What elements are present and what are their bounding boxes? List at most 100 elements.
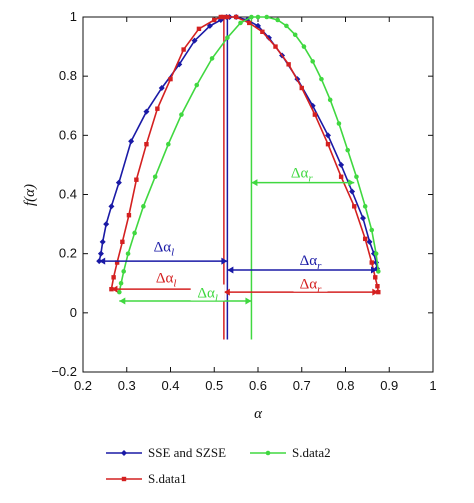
width-annotation: Δαl bbox=[119, 284, 252, 305]
data-point bbox=[352, 204, 357, 209]
data-point bbox=[121, 269, 126, 274]
data-point bbox=[260, 29, 265, 34]
annotation-label: Δαr bbox=[291, 166, 314, 185]
data-point bbox=[338, 174, 344, 179]
x-tick-label: 0.2 bbox=[74, 378, 92, 393]
plot-frame bbox=[82, 16, 434, 373]
series-line bbox=[110, 16, 380, 293]
y-axis-title: f(α) bbox=[22, 184, 38, 206]
x-tick-label: 0.5 bbox=[205, 378, 223, 393]
x-tick-label: 1 bbox=[429, 378, 436, 393]
annotation-label-bg bbox=[284, 164, 319, 181]
data-point bbox=[118, 280, 124, 286]
data-point bbox=[310, 59, 315, 64]
data-point bbox=[115, 179, 122, 186]
data-point bbox=[158, 85, 165, 91]
data-point bbox=[362, 204, 368, 209]
y-tick-label: 0.8 bbox=[59, 68, 77, 83]
data-point bbox=[275, 17, 280, 23]
data-point bbox=[366, 238, 373, 245]
arrow-head bbox=[221, 257, 228, 265]
series-sse-and-szse bbox=[96, 14, 380, 272]
data-point bbox=[99, 238, 106, 245]
data-point bbox=[143, 108, 150, 115]
data-point bbox=[194, 82, 200, 88]
y-tick-label: 1 bbox=[70, 9, 77, 24]
legend-label: S.data2 bbox=[292, 445, 331, 460]
data-point bbox=[166, 141, 171, 147]
annotation-label-bg bbox=[190, 284, 225, 301]
data-point bbox=[327, 97, 333, 103]
legend-label: S.data1 bbox=[148, 471, 187, 486]
data-point bbox=[265, 450, 271, 456]
arrow-head bbox=[251, 179, 258, 187]
annotation-label-bg bbox=[293, 275, 328, 292]
annotation-subscript: l bbox=[215, 293, 218, 305]
data-point bbox=[233, 14, 239, 20]
annotation-label: Δαl bbox=[197, 286, 218, 305]
series-layer bbox=[96, 14, 381, 295]
data-point bbox=[325, 132, 331, 139]
y-tick-label: 0.2 bbox=[59, 246, 77, 261]
data-point bbox=[360, 215, 366, 222]
y-tick-label: −0.2 bbox=[51, 364, 77, 379]
data-point bbox=[225, 35, 230, 41]
data-point bbox=[212, 17, 217, 23]
data-point bbox=[134, 177, 139, 182]
annotation-symbol: Δα bbox=[300, 253, 318, 269]
data-point bbox=[286, 62, 291, 67]
data-point bbox=[125, 251, 131, 256]
data-point bbox=[249, 14, 254, 20]
data-point bbox=[103, 221, 110, 228]
data-point bbox=[354, 174, 359, 180]
legend-item: SSE and SZSE bbox=[106, 445, 226, 460]
data-point bbox=[120, 239, 125, 245]
data-point bbox=[373, 275, 378, 280]
annotation-label: Δαl bbox=[154, 240, 175, 259]
arrow-head bbox=[223, 288, 230, 296]
annotation-subscript: r bbox=[308, 173, 313, 185]
width-annotation: Δαr bbox=[227, 251, 377, 274]
data-point bbox=[220, 14, 226, 20]
legend-item: S.data2 bbox=[250, 445, 331, 460]
legend-item: S.data1 bbox=[106, 471, 187, 486]
data-point bbox=[132, 230, 137, 236]
data-point bbox=[345, 147, 350, 153]
x-axis-title: α bbox=[254, 406, 263, 422]
data-point bbox=[273, 44, 278, 49]
data-point bbox=[349, 188, 356, 195]
arrow-head bbox=[372, 288, 379, 296]
data-point bbox=[336, 121, 342, 126]
data-point bbox=[152, 174, 158, 180]
annotation-label-bg bbox=[149, 269, 184, 286]
data-point bbox=[264, 14, 270, 20]
annotation-label-bg bbox=[146, 238, 181, 255]
annotation-symbol: Δα bbox=[154, 240, 172, 256]
annotation-subscript: l bbox=[171, 247, 174, 259]
data-point bbox=[176, 61, 183, 68]
data-point bbox=[265, 34, 272, 41]
legend: SSE and SZSE S.data1 S.data2 bbox=[106, 445, 331, 486]
annotation-label: Δαr bbox=[300, 277, 323, 296]
data-point bbox=[292, 32, 298, 38]
arrow-head bbox=[119, 297, 126, 305]
data-point bbox=[373, 251, 379, 256]
data-point bbox=[181, 47, 186, 52]
data-point bbox=[128, 138, 135, 145]
data-point bbox=[255, 14, 261, 20]
x-tick-label: 0.6 bbox=[249, 378, 267, 393]
data-point bbox=[155, 106, 160, 111]
data-point bbox=[369, 227, 375, 233]
data-point bbox=[108, 203, 115, 210]
data-point bbox=[369, 260, 374, 265]
data-point bbox=[168, 76, 173, 82]
data-point bbox=[126, 213, 132, 218]
data-point bbox=[117, 289, 122, 295]
annotation-symbol: Δα bbox=[197, 286, 215, 302]
data-point bbox=[284, 23, 289, 29]
data-point bbox=[209, 56, 215, 61]
x-tick-label: 0.8 bbox=[336, 378, 354, 393]
annotation-symbol: Δα bbox=[300, 277, 318, 293]
